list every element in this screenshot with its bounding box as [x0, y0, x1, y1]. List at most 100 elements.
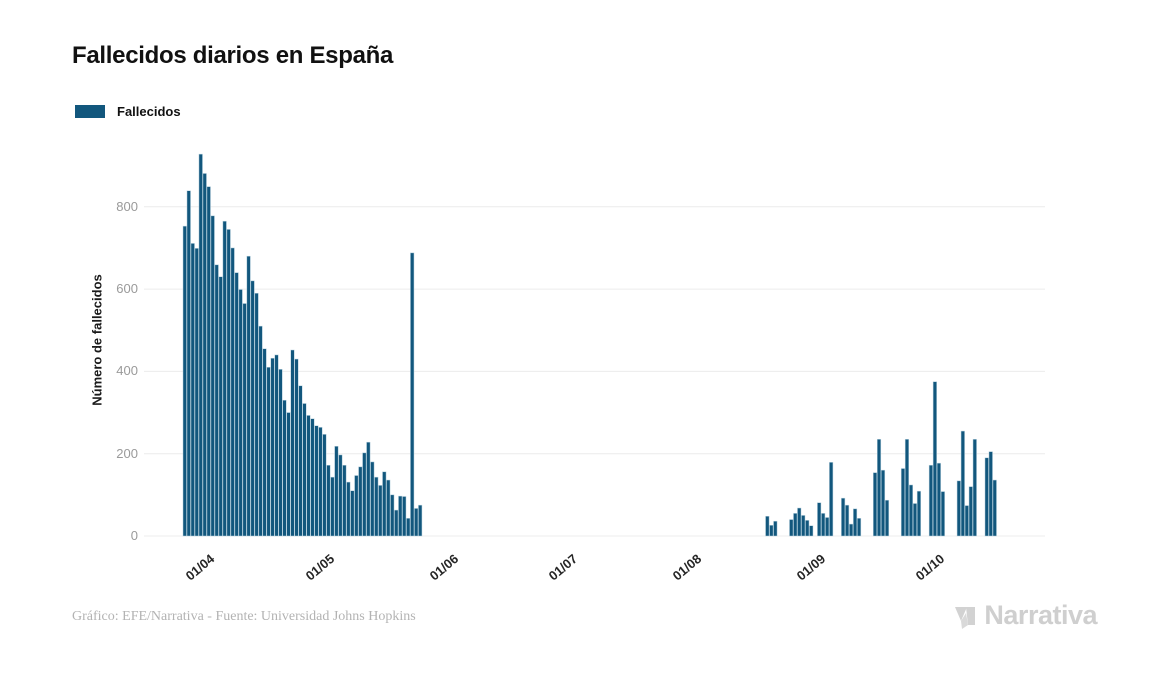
bar[interactable]	[194, 248, 199, 537]
bar[interactable]	[406, 518, 411, 537]
bar[interactable]	[350, 490, 355, 537]
bar[interactable]	[362, 452, 367, 537]
bar[interactable]	[988, 451, 993, 537]
bar[interactable]	[845, 504, 850, 537]
bar[interactable]	[258, 325, 263, 537]
bar[interactable]	[857, 518, 862, 537]
bar[interactable]	[984, 457, 989, 537]
bar[interactable]	[230, 247, 235, 537]
bar[interactable]	[960, 430, 965, 537]
bar[interactable]	[801, 515, 806, 537]
bar[interactable]	[266, 367, 271, 537]
bar[interactable]	[314, 425, 319, 537]
bar[interactable]	[202, 173, 207, 537]
bar[interactable]	[294, 358, 299, 537]
bar[interactable]	[904, 439, 909, 537]
bar[interactable]	[254, 292, 259, 537]
bar[interactable]	[765, 516, 770, 537]
bar[interactable]	[218, 276, 223, 537]
bar[interactable]	[881, 469, 886, 537]
bar[interactable]	[226, 229, 231, 537]
bar[interactable]	[789, 519, 794, 537]
bar[interactable]	[318, 427, 323, 537]
bar[interactable]	[964, 505, 969, 537]
bar[interactable]	[198, 153, 203, 537]
bar[interactable]	[374, 476, 379, 537]
bar[interactable]	[932, 381, 937, 537]
bar[interactable]	[916, 490, 921, 537]
bar[interactable]	[390, 494, 395, 537]
bar[interactable]	[354, 475, 359, 537]
legend-item-fallecidos[interactable]: Fallecidos	[75, 104, 181, 119]
bar[interactable]	[190, 243, 195, 537]
bar[interactable]	[418, 504, 423, 537]
bar[interactable]	[214, 264, 219, 537]
bar[interactable]	[346, 481, 351, 537]
bar[interactable]	[322, 434, 327, 537]
bar[interactable]	[968, 486, 973, 537]
bar[interactable]	[805, 520, 810, 537]
bar[interactable]	[414, 508, 419, 537]
bar[interactable]	[410, 252, 415, 537]
bar[interactable]	[234, 272, 239, 537]
bar[interactable]	[873, 472, 878, 537]
bar[interactable]	[773, 520, 778, 537]
bar[interactable]	[386, 479, 391, 537]
bar[interactable]	[366, 441, 371, 537]
bar[interactable]	[908, 484, 913, 537]
bar[interactable]	[246, 255, 251, 537]
bar[interactable]	[912, 503, 917, 537]
bar[interactable]	[330, 476, 335, 537]
bar[interactable]	[821, 513, 826, 537]
bar[interactable]	[972, 439, 977, 537]
bar[interactable]	[182, 225, 187, 537]
bar[interactable]	[250, 280, 255, 537]
bar[interactable]	[222, 220, 227, 537]
bar[interactable]	[769, 525, 774, 537]
bar[interactable]	[841, 497, 846, 537]
bar[interactable]	[884, 499, 890, 537]
bar[interactable]	[206, 186, 211, 537]
bar[interactable]	[342, 464, 347, 537]
bar[interactable]	[186, 190, 191, 537]
bar[interactable]	[825, 517, 830, 537]
bar[interactable]	[900, 468, 906, 537]
bar[interactable]	[302, 403, 307, 537]
bar[interactable]	[310, 418, 315, 537]
bar[interactable]	[270, 357, 275, 537]
bar[interactable]	[382, 471, 387, 537]
bar[interactable]	[793, 513, 798, 537]
bar[interactable]	[298, 385, 303, 537]
bar[interactable]	[877, 439, 882, 537]
bar[interactable]	[210, 215, 215, 537]
bar[interactable]	[274, 354, 279, 537]
bar[interactable]	[402, 496, 407, 537]
bar[interactable]	[306, 415, 311, 537]
bar[interactable]	[398, 495, 403, 537]
bar[interactable]	[940, 491, 945, 537]
bar[interactable]	[290, 349, 295, 537]
bar[interactable]	[238, 289, 243, 537]
bar[interactable]	[326, 464, 331, 537]
bar[interactable]	[829, 462, 834, 537]
bar[interactable]	[370, 461, 375, 537]
bar[interactable]	[334, 446, 339, 537]
bar[interactable]	[378, 485, 383, 537]
bar[interactable]	[338, 454, 343, 537]
bar[interactable]	[394, 509, 399, 537]
bar[interactable]	[262, 348, 267, 537]
bar[interactable]	[278, 369, 283, 537]
bar[interactable]	[849, 523, 854, 537]
bar[interactable]	[956, 480, 961, 537]
bar[interactable]	[936, 462, 941, 537]
bar[interactable]	[242, 303, 247, 537]
bar[interactable]	[853, 508, 858, 537]
bar[interactable]	[797, 507, 802, 537]
bar[interactable]	[809, 525, 814, 537]
bar[interactable]	[358, 466, 363, 537]
bar[interactable]	[992, 479, 997, 537]
bar[interactable]	[817, 502, 822, 537]
bar[interactable]	[282, 399, 287, 537]
bar[interactable]	[286, 412, 291, 537]
bar[interactable]	[928, 464, 933, 537]
